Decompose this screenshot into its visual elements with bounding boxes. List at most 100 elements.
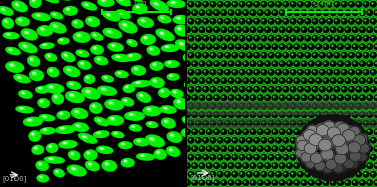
Circle shape [264,128,271,135]
Ellipse shape [107,116,123,125]
Circle shape [214,112,219,117]
Ellipse shape [154,149,166,159]
Ellipse shape [171,134,173,136]
Circle shape [283,36,289,41]
Circle shape [211,105,213,106]
Circle shape [374,163,377,168]
Circle shape [352,112,358,117]
Circle shape [218,87,223,92]
Ellipse shape [86,76,90,79]
Circle shape [359,129,365,135]
Circle shape [344,145,352,152]
Ellipse shape [16,17,29,26]
Circle shape [246,18,253,24]
Ellipse shape [175,25,191,38]
Circle shape [339,113,340,115]
Circle shape [242,9,250,16]
Circle shape [232,52,238,58]
Circle shape [330,95,336,101]
Ellipse shape [40,128,55,134]
Circle shape [304,69,311,76]
Circle shape [299,37,300,38]
Circle shape [342,36,347,41]
Circle shape [356,171,362,177]
Circle shape [325,181,326,183]
Circle shape [187,18,195,25]
Circle shape [230,11,231,13]
Circle shape [261,171,267,177]
Circle shape [232,1,238,7]
Circle shape [208,79,209,81]
Circle shape [251,62,253,64]
Ellipse shape [121,159,134,167]
Circle shape [265,44,270,50]
Circle shape [226,37,227,38]
Ellipse shape [47,55,51,57]
Ellipse shape [161,45,179,52]
Circle shape [198,26,206,33]
Circle shape [284,3,286,4]
Circle shape [186,181,187,183]
Circle shape [192,163,198,169]
Circle shape [276,35,282,41]
Ellipse shape [167,147,182,158]
Ellipse shape [43,129,48,131]
Circle shape [338,27,343,33]
Circle shape [288,79,289,81]
Circle shape [319,120,325,126]
Circle shape [254,86,260,92]
Circle shape [195,35,201,41]
Circle shape [316,61,322,67]
Circle shape [199,180,205,186]
Circle shape [363,171,369,177]
Circle shape [190,3,191,4]
Circle shape [331,129,336,134]
Circle shape [290,137,297,144]
Circle shape [257,180,264,186]
Circle shape [282,86,290,93]
Circle shape [254,154,259,160]
Circle shape [328,20,329,21]
Circle shape [268,18,275,25]
Ellipse shape [174,98,191,111]
Circle shape [370,1,376,7]
Circle shape [326,52,333,58]
Circle shape [227,162,235,169]
Ellipse shape [184,118,188,121]
Circle shape [279,10,285,16]
Ellipse shape [22,92,24,94]
Circle shape [283,69,289,75]
Ellipse shape [161,118,178,130]
Circle shape [298,171,303,177]
Circle shape [348,86,355,93]
Circle shape [192,27,198,33]
Ellipse shape [59,140,77,148]
Circle shape [350,20,351,21]
Circle shape [366,179,374,186]
Circle shape [193,11,195,13]
Circle shape [326,1,333,7]
Circle shape [360,143,370,152]
Circle shape [250,112,256,117]
Circle shape [257,94,264,101]
Circle shape [199,61,205,67]
Circle shape [199,95,205,100]
Circle shape [188,154,194,160]
Circle shape [219,122,220,123]
Circle shape [316,61,322,67]
Ellipse shape [91,46,106,56]
Circle shape [228,27,234,33]
Circle shape [287,10,293,16]
Circle shape [301,10,307,16]
Circle shape [359,27,365,33]
Ellipse shape [128,55,133,57]
Circle shape [283,87,289,92]
Circle shape [300,77,308,85]
Ellipse shape [53,13,57,16]
Ellipse shape [45,53,56,61]
Circle shape [265,112,270,117]
Circle shape [225,154,230,160]
Circle shape [319,18,326,25]
Circle shape [210,154,216,160]
Circle shape [233,139,234,140]
